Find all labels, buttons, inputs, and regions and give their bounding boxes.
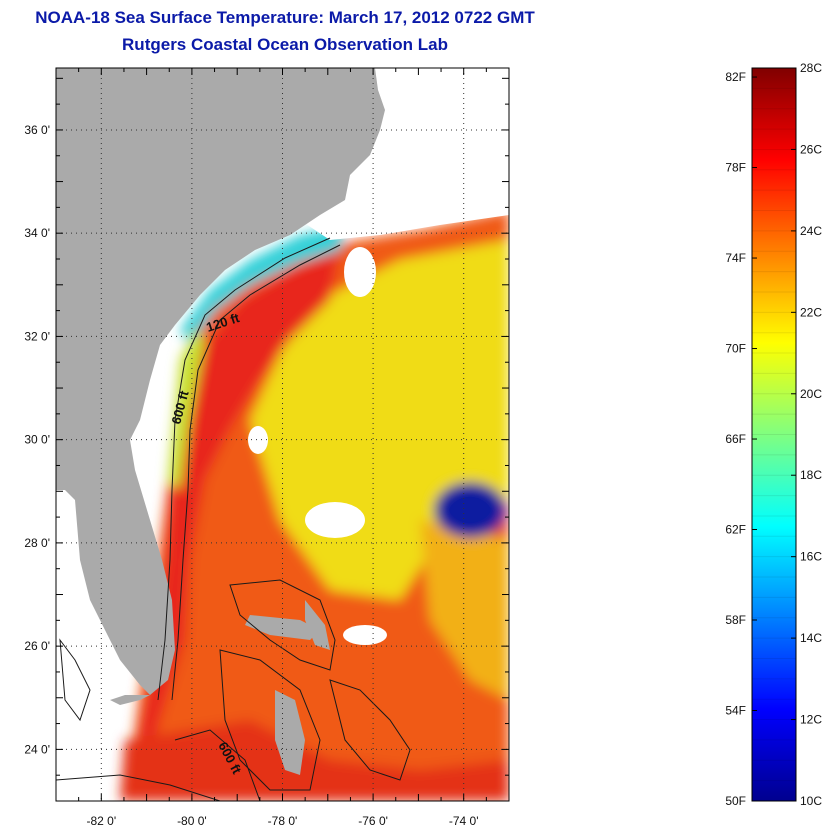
cloud-mask	[248, 68, 509, 645]
colorbar-f-label: 78F	[725, 161, 746, 175]
colorbar-c-label: 12C	[800, 713, 822, 727]
lon-label: -78 0'	[268, 814, 298, 828]
coastal-cold-band	[180, 225, 345, 345]
lat-label: 26 0'	[24, 639, 50, 653]
lon-label: -76 0'	[358, 814, 388, 828]
sargasso-yellow-region-east	[420, 520, 509, 700]
map-title: NOAA-18 Sea Surface Temperature: March 1…	[35, 8, 535, 27]
colorbar: 82F 78F 74F 70F 66F 62F 58F 54F 50F 28C 26C 24C 22C…	[725, 61, 822, 808]
shelf-yellow-green	[168, 330, 205, 490]
bahamas-grand	[245, 615, 320, 640]
colorbar-c-label: 10C	[800, 794, 822, 808]
colorbar-fahrenheit-labels: 82F 78F 74F 70F 66F 62F 58F 54F 50F	[725, 70, 757, 808]
lon-label: -74 0'	[449, 814, 479, 828]
colorbar-f-label: 74F	[725, 251, 746, 265]
colorbar-c-label: 22C	[800, 305, 822, 319]
colorbar-f-label: 82F	[725, 70, 746, 84]
lat-label: 24 0'	[24, 742, 50, 756]
colorbar-f-label: 54F	[725, 704, 746, 718]
latitude-labels: 24 0' 26 0' 28 0' 30 0' 32 0' 34 0' 36 0'	[24, 123, 50, 756]
florida-keys	[110, 695, 150, 705]
colorbar-gradient	[751, 67, 797, 802]
lon-label: -80 0'	[177, 814, 207, 828]
lat-label: 32 0'	[24, 329, 50, 343]
lat-label: 28 0'	[24, 536, 50, 550]
lat-label: 36 0'	[24, 123, 50, 137]
colorbar-f-label: 70F	[725, 342, 746, 356]
longitude-labels: -82 0' -80 0' -78 0' -76 0' -74 0'	[86, 814, 478, 828]
map-panel: 120 ft 600 ft 600 ft	[56, 68, 509, 801]
graticule	[56, 68, 509, 801]
colorbar-c-label: 16C	[800, 550, 822, 564]
colorbar-c-label: 20C	[800, 387, 822, 401]
colorbar-celsius-labels: 28C 26C 24C 22C 20C 18C 16C 14C 12C 10C	[791, 61, 822, 808]
colorbar-f-label: 50F	[725, 794, 746, 808]
colorbar-c-label: 14C	[800, 631, 822, 645]
bathymetry-contours	[56, 237, 411, 801]
florida-straits-red	[120, 720, 509, 801]
map-subtitle: Rutgers Coastal Ocean Observation Lab	[122, 35, 448, 54]
us-mainland	[56, 68, 385, 695]
colorbar-bands	[752, 87, 796, 802]
colorbar-c-label: 26C	[800, 142, 822, 156]
colorbar-f-label: 66F	[725, 432, 746, 446]
axis-ticks	[55, 68, 510, 802]
lat-label: 34 0'	[24, 226, 50, 240]
bahamas-abaco	[305, 600, 330, 650]
colorbar-c-label: 18C	[800, 468, 822, 482]
colorbar-f-label: 58F	[725, 613, 746, 627]
sst-field	[120, 80, 509, 801]
colorbar-f-label: 62F	[725, 523, 746, 537]
colorbar-c-label: 28C	[800, 61, 822, 75]
lon-label: -82 0'	[86, 814, 116, 828]
lat-label: 30 0'	[24, 433, 50, 447]
colorbar-c-label: 24C	[800, 224, 822, 238]
cold-patch-east	[434, 482, 506, 538]
